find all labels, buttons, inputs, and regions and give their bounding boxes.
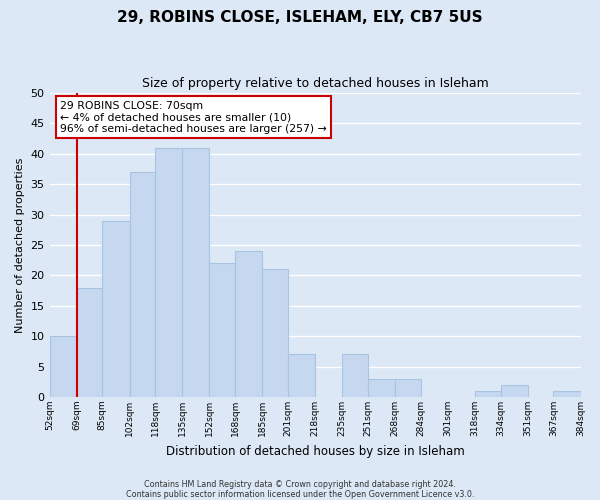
Bar — [235, 251, 262, 397]
Bar — [288, 354, 315, 397]
Y-axis label: Number of detached properties: Number of detached properties — [15, 158, 25, 332]
Bar — [77, 288, 103, 397]
Bar — [262, 270, 288, 397]
Bar — [50, 336, 77, 397]
Bar — [475, 391, 500, 397]
Text: Contains public sector information licensed under the Open Government Licence v3: Contains public sector information licen… — [126, 490, 474, 499]
Bar — [209, 264, 235, 397]
Title: Size of property relative to detached houses in Isleham: Size of property relative to detached ho… — [142, 78, 488, 90]
Bar — [500, 385, 528, 397]
Bar — [155, 148, 182, 397]
Text: 29, ROBINS CLOSE, ISLEHAM, ELY, CB7 5US: 29, ROBINS CLOSE, ISLEHAM, ELY, CB7 5US — [117, 10, 483, 25]
X-axis label: Distribution of detached houses by size in Isleham: Distribution of detached houses by size … — [166, 444, 464, 458]
Bar — [103, 220, 130, 397]
Bar — [368, 379, 395, 397]
Bar — [342, 354, 368, 397]
Bar — [182, 148, 209, 397]
Bar — [130, 172, 155, 397]
Text: Contains HM Land Registry data © Crown copyright and database right 2024.: Contains HM Land Registry data © Crown c… — [144, 480, 456, 489]
Bar — [395, 379, 421, 397]
Bar — [553, 391, 581, 397]
Text: 29 ROBINS CLOSE: 70sqm
← 4% of detached houses are smaller (10)
96% of semi-deta: 29 ROBINS CLOSE: 70sqm ← 4% of detached … — [60, 100, 327, 134]
